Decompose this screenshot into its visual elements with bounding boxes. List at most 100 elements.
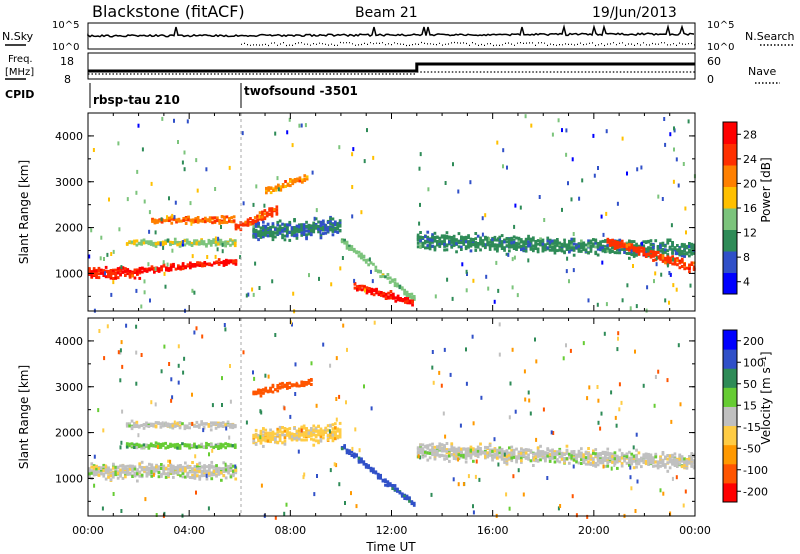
data-cell — [213, 261, 216, 265]
data-cell — [546, 447, 550, 451]
data-cell — [556, 249, 559, 253]
data-cell — [671, 453, 674, 457]
scatter-cell — [497, 237, 499, 242]
data-cell — [520, 454, 523, 458]
power-colorbar-swatch — [723, 186, 737, 209]
scatter-cell — [112, 249, 115, 254]
data-cell — [150, 267, 154, 271]
data-cell — [527, 240, 530, 244]
scatter-cell — [267, 374, 270, 379]
data-cell — [303, 177, 307, 181]
data-cell — [536, 459, 540, 463]
data-cell — [512, 244, 516, 248]
data-cell — [551, 451, 554, 455]
data-cell — [200, 465, 204, 469]
data-cell — [252, 439, 256, 443]
data-cell — [524, 239, 528, 243]
data-cell — [229, 423, 232, 426]
scatter-cell — [636, 479, 639, 484]
scatter-cell — [475, 459, 478, 464]
data-cell — [300, 384, 304, 387]
data-cell — [338, 223, 342, 227]
data-cell — [135, 425, 139, 428]
data-cell — [476, 234, 480, 238]
data-cell — [464, 240, 468, 244]
data-cell — [678, 250, 682, 254]
data-cell — [121, 476, 125, 480]
data-cell — [278, 226, 282, 230]
data-cell — [302, 233, 306, 236]
data-cell — [203, 472, 206, 476]
data-cell — [690, 261, 694, 265]
data-cell — [107, 466, 110, 470]
data-cell — [133, 269, 137, 273]
data-cell — [493, 449, 497, 453]
scatter-cell — [324, 223, 327, 228]
data-cell — [221, 425, 225, 428]
data-cell — [131, 464, 134, 468]
data-cell — [137, 445, 141, 449]
data-cell — [322, 225, 325, 229]
data-cell — [448, 459, 451, 463]
data-cell — [462, 236, 466, 240]
scatter-cell — [535, 437, 538, 442]
data-cell — [676, 248, 679, 252]
data-cell — [563, 457, 566, 460]
data-cell — [295, 384, 299, 388]
data-cell — [688, 245, 691, 249]
data-cell — [114, 473, 118, 477]
scatter-cell — [350, 491, 352, 496]
data-cell — [606, 456, 610, 460]
data-cell — [319, 439, 323, 443]
data-cell — [269, 440, 272, 444]
data-cell — [128, 467, 132, 471]
data-cell — [532, 464, 535, 467]
data-cell — [270, 214, 274, 218]
data-cell — [606, 249, 610, 253]
data-cell — [219, 242, 223, 246]
data-cell — [258, 211, 262, 215]
data-cell — [153, 218, 157, 222]
data-cell — [154, 242, 158, 246]
scatter-cell — [173, 118, 175, 123]
data-cell — [690, 454, 694, 458]
data-cell — [182, 218, 186, 222]
data-cell — [262, 235, 265, 239]
data-cell — [195, 424, 199, 428]
data-cell — [317, 441, 320, 445]
scatter-cell — [271, 279, 274, 284]
data-cell — [580, 454, 583, 458]
scatter-cell — [419, 202, 421, 207]
data-cell — [271, 235, 275, 239]
data-cell — [464, 235, 468, 239]
scatter-cell — [168, 196, 170, 201]
data-cell — [384, 478, 387, 482]
data-cell — [635, 448, 638, 452]
scatter-cell — [610, 466, 613, 471]
data-cell — [548, 456, 552, 460]
data-cell — [145, 443, 148, 447]
data-cell — [580, 242, 583, 246]
data-cell — [546, 242, 550, 246]
scatter-cell — [205, 167, 208, 172]
data-cell — [310, 433, 313, 437]
data-cell — [445, 455, 449, 458]
data-cell — [426, 458, 430, 462]
data-cell — [553, 241, 557, 245]
data-cell — [133, 474, 137, 478]
data-cell — [448, 450, 451, 454]
data-cell — [515, 460, 518, 464]
data-cell — [137, 241, 141, 245]
scatter-cell — [147, 262, 150, 267]
data-cell — [226, 420, 230, 424]
data-cell — [666, 260, 670, 264]
data-cell — [191, 467, 194, 471]
data-cell — [656, 466, 660, 470]
data-cell — [428, 242, 432, 246]
data-cell — [644, 454, 648, 458]
scatter-cell — [484, 213, 487, 218]
data-cell — [140, 444, 143, 448]
data-cell — [438, 240, 442, 244]
scatter-cell — [529, 242, 532, 247]
data-cell — [215, 464, 218, 468]
